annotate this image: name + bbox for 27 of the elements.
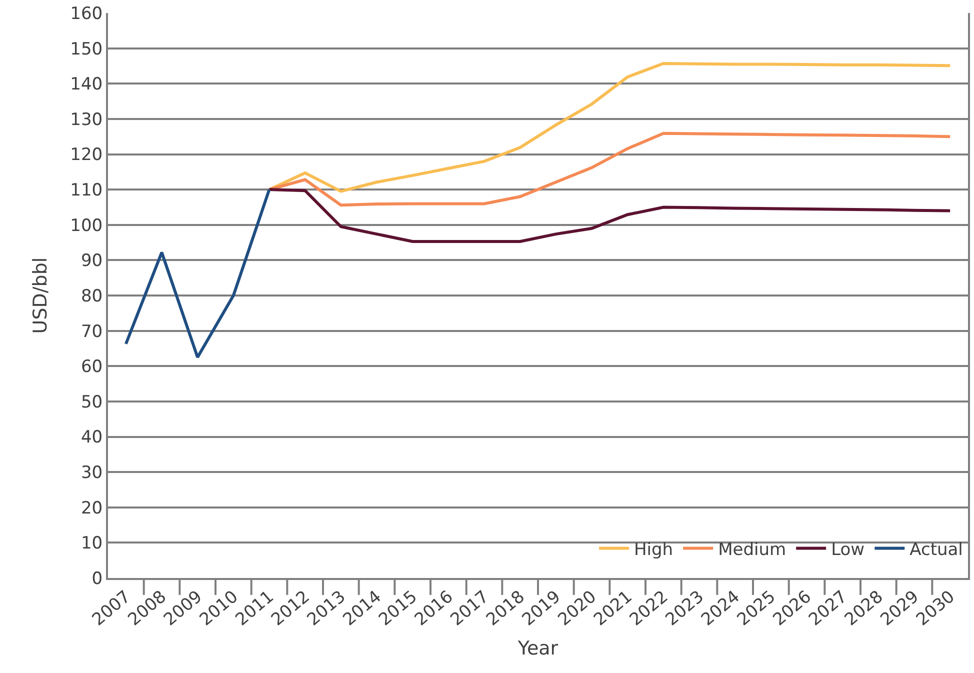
y-tick-label: 60	[80, 357, 103, 378]
line-series	[268, 188, 952, 243]
y-tick-label: 120	[70, 145, 103, 166]
y-tick-label: 160	[70, 4, 103, 24]
y-axis-title: USD/bbl	[29, 257, 52, 334]
legend-label: Medium	[718, 540, 786, 560]
y-tick-label: 90	[80, 251, 103, 272]
y-tick-label: 70	[80, 322, 103, 342]
y-tick-label: 150	[70, 39, 103, 60]
y-tick-label: 110	[70, 180, 103, 201]
line-series	[268, 62, 952, 193]
y-tick-label: 130	[70, 110, 103, 130]
line-series	[124, 188, 271, 359]
y-tick-label: 100	[70, 216, 103, 236]
y-tick-label: 50	[80, 392, 103, 412]
legend-label: Low	[831, 540, 865, 560]
y-tick-label: 0	[92, 568, 103, 589]
y-tick-label: 140	[70, 74, 103, 95]
legend-label: High	[634, 540, 674, 560]
y-tick-label: 30	[80, 463, 103, 484]
y-tick-label: 10	[80, 534, 103, 554]
x-axis-title: Year	[516, 637, 558, 660]
legend-label: Actual	[910, 540, 963, 560]
y-tick-label: 40	[80, 428, 103, 448]
y-tick-label: 80	[80, 286, 103, 306]
y-tick-label: 20	[80, 498, 103, 518]
line-series	[268, 132, 952, 207]
